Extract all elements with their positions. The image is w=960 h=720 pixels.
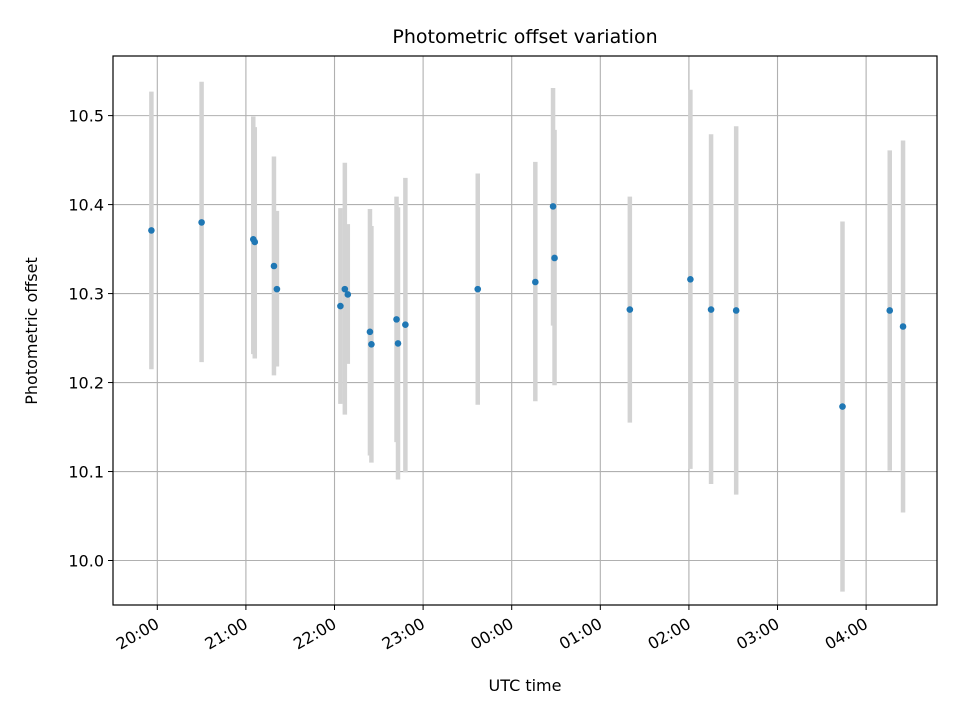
data-point [549,203,557,210]
data-point [344,291,352,298]
chart-title: Photometric offset variation [392,26,657,48]
y-tick-label: 10.3 [68,285,104,304]
data-point [899,323,907,330]
y-tick-label: 10.4 [68,196,104,215]
data-point [402,321,409,329]
data-point [532,278,539,286]
data-point [366,328,374,336]
data-markers [148,203,907,410]
data-point [273,285,281,293]
y-tick-label: 10.2 [68,374,104,393]
data-point [551,254,558,262]
data-point [732,307,740,314]
data-point [148,227,155,234]
y-tick-label: 10.5 [68,107,104,126]
data-point [368,340,375,348]
data-point [341,285,349,293]
data-point [251,238,259,246]
grid [113,56,937,605]
data-point [474,285,482,293]
data-point [394,340,402,347]
data-point [707,306,715,313]
data-point [886,307,894,314]
data-point [687,276,694,283]
y-tick-label: 10.1 [68,463,104,482]
y-axis-label: Photometric offset [22,257,41,405]
y-axis: 10.0 10.1 10.2 10.3 10.4 10.5 [68,107,113,571]
data-point [626,306,634,313]
data-point [393,316,400,323]
plot-frame [112,55,938,606]
y-tick-label: 10.0 [68,552,104,571]
data-point [839,403,846,410]
data-point [270,262,278,270]
data-point [337,302,344,310]
x-axis-label: UTC time [489,676,562,695]
data-point [198,219,205,226]
